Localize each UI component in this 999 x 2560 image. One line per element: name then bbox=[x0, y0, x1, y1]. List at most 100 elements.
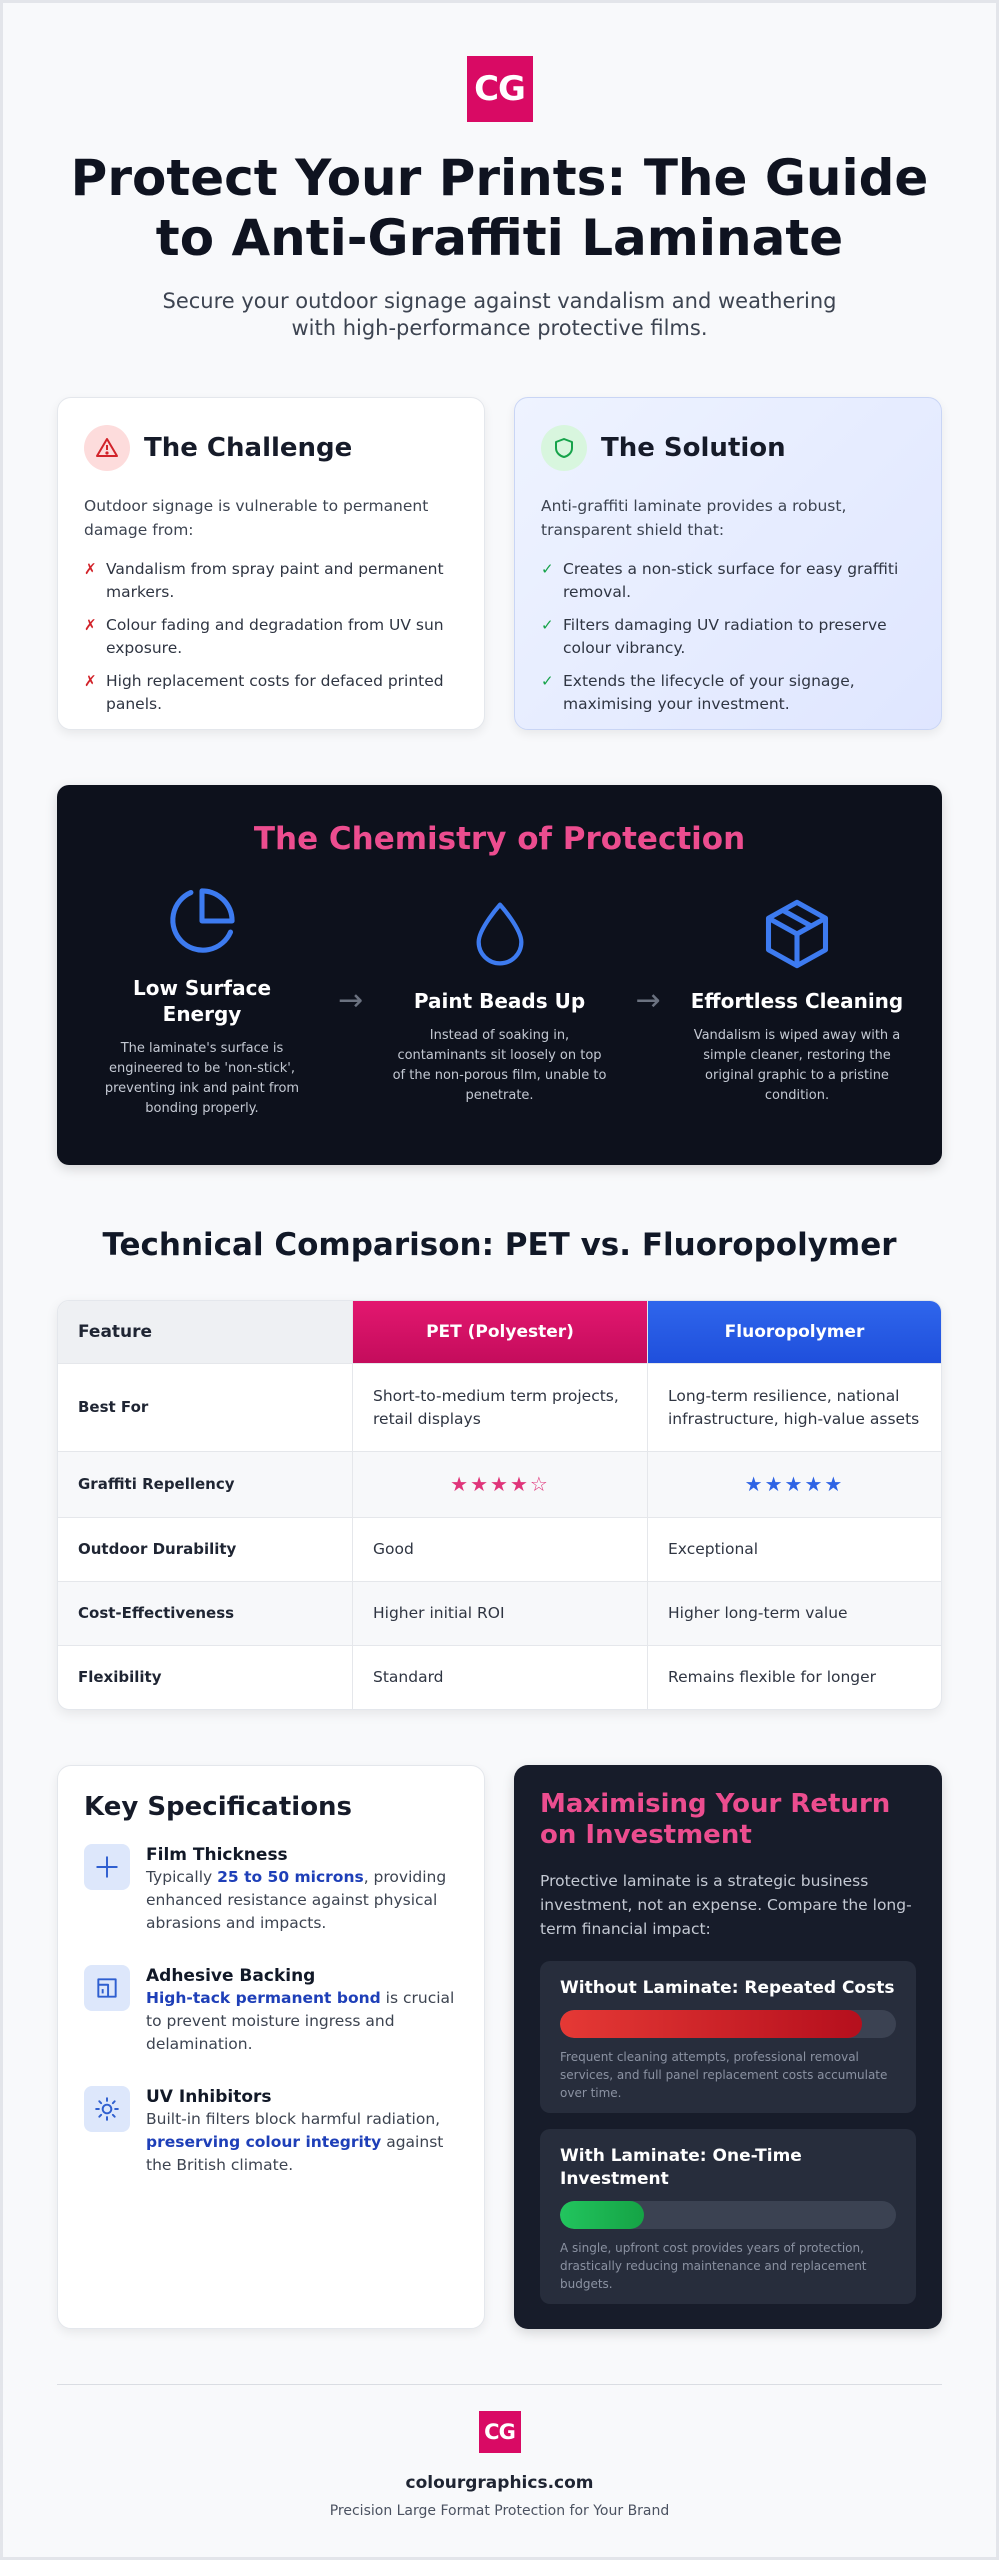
table-cell: ★★★★★ bbox=[648, 1452, 941, 1517]
droplet-icon bbox=[391, 894, 609, 974]
spec-item: Adhesive Backing High-tack permanent bon… bbox=[84, 1965, 458, 2056]
layers-icon bbox=[84, 1965, 130, 2011]
table-cell: Higher long-term value bbox=[668, 1604, 848, 1622]
table-cell: Outdoor Durability bbox=[58, 1518, 353, 1581]
step-text: The laminate's surface is engineered to … bbox=[104, 1041, 300, 1116]
table-cell: Long-term resilience, national infrastru… bbox=[668, 1386, 920, 1428]
roi-card: Maximising Your Return on Investment Pro… bbox=[514, 1765, 942, 2329]
table-cell: Cost-Effectiveness bbox=[58, 1582, 353, 1645]
footer-tagline: Precision Large Format Protection for Yo… bbox=[329, 2503, 670, 2519]
specifications-title: Key Specifications bbox=[84, 1792, 353, 1822]
table-cell: Standard bbox=[353, 1646, 648, 1709]
chemistry-panel: The Chemistry of Protection Low Surface … bbox=[57, 785, 942, 1165]
table-row: Outdoor Durability Good Exceptional bbox=[58, 1517, 941, 1581]
table-cell: Graffiti Repellency bbox=[58, 1452, 353, 1517]
comparison-table: Feature PET (Polyester) Fluoropolymer Be… bbox=[57, 1300, 942, 1710]
solution-list: ✓ Creates a non-stick surface for easy gr… bbox=[541, 558, 915, 716]
cost-box-title: Without Laminate: Repeated Costs bbox=[560, 1978, 895, 1998]
spec-name: Adhesive Backing bbox=[146, 1966, 316, 1986]
cost-bar-fill bbox=[560, 2010, 863, 2038]
spec-text: Built-in filters block harmful radiation… bbox=[146, 2110, 444, 2174]
table-cell: Best For bbox=[58, 1364, 353, 1451]
spec-item: Film Thickness Typically 25 to 50 micron… bbox=[84, 1844, 458, 1935]
shield-icon bbox=[541, 425, 587, 471]
table-cell: Good bbox=[353, 1518, 648, 1581]
challenge-title: The Challenge bbox=[144, 433, 353, 463]
comparison-title: Technical Comparison: PET vs. Fluoropoly… bbox=[102, 1227, 897, 1263]
table-cell: Short-to-medium term projects, retail di… bbox=[353, 1364, 648, 1451]
spec-text: Typically 25 to 50 microns, providing en… bbox=[146, 1868, 447, 1932]
cross-icon: ✗ bbox=[84, 672, 97, 690]
spec-name: UV Inhibitors bbox=[146, 2087, 272, 2107]
table-row: Flexibility Standard Remains flexible fo… bbox=[58, 1645, 941, 1709]
check-icon: ✓ bbox=[541, 560, 554, 578]
box-icon bbox=[688, 894, 906, 974]
column-header: Feature bbox=[58, 1301, 353, 1363]
warning-icon bbox=[84, 425, 130, 471]
cross-icon: ✗ bbox=[84, 616, 97, 634]
challenge-solution-section: The Challenge Outdoor signage is vulnera… bbox=[57, 397, 942, 730]
list-item: ✓ Extends the lifecycle of your signage, … bbox=[541, 670, 915, 716]
step-text: Instead of soaking in, contaminants sit … bbox=[392, 1028, 607, 1103]
list-item: ✓ Creates a non-stick surface for easy gr… bbox=[541, 558, 915, 604]
list-item: ✗ Vandalism from spray paint and permanen… bbox=[84, 558, 458, 604]
challenge-list: ✗ Vandalism from spray paint and permanen… bbox=[84, 558, 458, 716]
check-icon: ✓ bbox=[541, 672, 554, 690]
footer: CG colourgraphics.com Precision Large Fo… bbox=[57, 2384, 942, 2519]
challenge-card: The Challenge Outdoor signage is vulnera… bbox=[57, 397, 485, 730]
chem-step: Paint Beads Up Instead of soaking in, co… bbox=[391, 894, 609, 1106]
sun-icon bbox=[84, 2086, 130, 2132]
step-title: Low Surface Energy bbox=[132, 976, 272, 1026]
table-row: Graffiti Repellency ★★★★☆ ★★★★★ bbox=[58, 1451, 941, 1517]
roi-intro: Protective laminate is a strategic busin… bbox=[540, 1872, 912, 1938]
cross-icon: ✗ bbox=[84, 560, 97, 578]
table-cell: Higher initial ROI bbox=[353, 1582, 648, 1645]
table-row: Cost-Effectiveness Higher initial ROI Hi… bbox=[58, 1581, 941, 1645]
chem-step: Effortless Cleaning Vandalism is wiped a… bbox=[688, 894, 906, 1106]
list-item: ✓ Filters damaging UV radiation to preser… bbox=[541, 614, 915, 660]
cost-bar bbox=[560, 2201, 896, 2229]
cost-box-text: Frequent cleaning attempts, professional… bbox=[560, 2050, 888, 2100]
star-rating: ★★★★☆ bbox=[450, 1472, 550, 1496]
solution-card: The Solution Anti-graffiti laminate prov… bbox=[514, 397, 942, 730]
challenge-intro: Outdoor signage is vulnerable to permane… bbox=[84, 497, 429, 539]
chemistry-title: The Chemistry of Protection bbox=[253, 821, 746, 857]
solution-title: The Solution bbox=[601, 433, 786, 463]
star-rating: ★★★★★ bbox=[744, 1472, 845, 1496]
step-text: Vandalism is wiped away with a simple cl… bbox=[693, 1028, 901, 1103]
footer-logo: CG bbox=[478, 2411, 521, 2453]
page-subtitle: Secure your outdoor signage against vand… bbox=[162, 289, 837, 340]
list-item: ✗ High replacement costs for defaced prin… bbox=[84, 670, 458, 716]
page-title: Protect Your Prints: The Guide to Anti-G… bbox=[70, 149, 929, 267]
solution-intro: Anti-graffiti laminate provides a robust… bbox=[541, 497, 847, 539]
cost-bar-fill bbox=[560, 2201, 644, 2229]
table-row: Best For Short-to-medium term projects, … bbox=[58, 1363, 941, 1451]
brand-logo: CG bbox=[466, 56, 533, 122]
check-icon: ✓ bbox=[541, 616, 554, 634]
spec-text: High-tack permanent bond is crucial to p… bbox=[146, 1989, 455, 2053]
chem-step: Low Surface Energy The laminate's surfac… bbox=[93, 881, 311, 1119]
step-title: Paint Beads Up bbox=[413, 989, 586, 1013]
table-cell: Exceptional bbox=[668, 1540, 759, 1558]
column-header: PET (Polyester) bbox=[353, 1301, 648, 1363]
cost-comparison-box: Without Laminate: Repeated Costs Frequen… bbox=[540, 1961, 916, 2113]
plus-icon bbox=[84, 1844, 130, 1890]
table-cell: Flexibility bbox=[58, 1646, 353, 1709]
pie-chart-icon bbox=[93, 881, 311, 961]
list-item: ✗ Colour fading and degradation from UV s… bbox=[84, 614, 458, 660]
cost-box-title: With Laminate: One-Time Investment bbox=[560, 2146, 802, 2189]
specifications-card: Key Specifications Film Thickness Typica… bbox=[57, 1765, 485, 2329]
arrow-right-icon: → bbox=[635, 982, 661, 1018]
cost-box-text: A single, upfront cost provides years of… bbox=[560, 2241, 867, 2291]
table-cell: ★★★★☆ bbox=[353, 1452, 648, 1517]
cost-bar bbox=[560, 2010, 896, 2038]
roi-title: Maximising Your Return on Investment bbox=[540, 1789, 891, 1850]
cost-comparison-box: With Laminate: One-Time Investment A sin… bbox=[540, 2129, 916, 2304]
step-title: Effortless Cleaning bbox=[690, 989, 904, 1013]
column-header: Fluoropolymer bbox=[648, 1301, 941, 1363]
footer-site-link[interactable]: colourgraphics.com bbox=[405, 2473, 594, 2493]
spec-item: UV Inhibitors Built-in filters block har… bbox=[84, 2086, 458, 2177]
arrow-right-icon: → bbox=[338, 982, 364, 1018]
table-cell: Remains flexible for longer bbox=[668, 1668, 877, 1686]
table-header-row: Feature PET (Polyester) Fluoropolymer bbox=[58, 1301, 941, 1363]
